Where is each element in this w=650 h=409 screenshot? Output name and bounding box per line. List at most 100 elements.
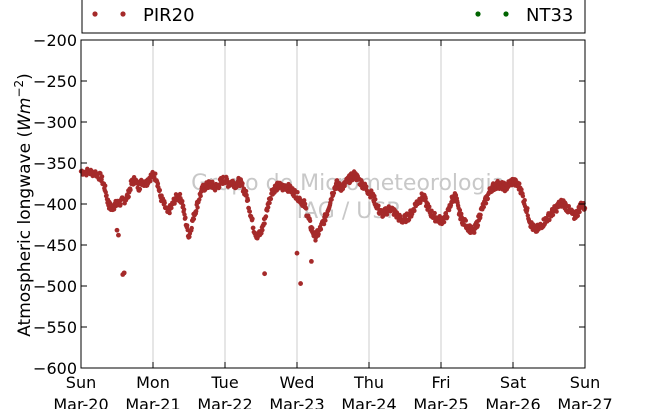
legend-marker-nt33-b	[503, 11, 509, 17]
data-point-pir20	[247, 209, 252, 214]
data-point-pir20	[177, 191, 183, 197]
data-point-pir20	[183, 215, 188, 220]
data-point-pir20	[157, 188, 162, 193]
data-point-pir20-outlier	[298, 281, 303, 286]
data-point-pir20	[550, 212, 556, 218]
data-point-pir20	[372, 193, 377, 199]
data-point-pir20	[547, 217, 552, 223]
data-point-pir20	[302, 198, 307, 203]
data-point-pir20	[103, 183, 108, 188]
legend: PIR20 NT33	[81, 0, 586, 34]
legend-marker-nt33-a	[475, 11, 481, 17]
x-tick-label-date: Mar-22	[197, 395, 252, 409]
data-point-pir20	[180, 199, 185, 204]
data-point-pir20	[104, 193, 109, 198]
y-tick-label: −600	[33, 359, 77, 378]
data-point-pir20-outlier	[121, 270, 127, 276]
legend-frame	[81, 0, 586, 34]
data-point-pir20	[103, 189, 108, 195]
data-point-pir20	[364, 184, 369, 189]
data-point-pir20	[194, 209, 199, 214]
data-point-pir20	[243, 188, 249, 194]
data-point-pir20	[373, 197, 378, 202]
x-tick-label-date: Mar-25	[413, 395, 468, 409]
legend-marker-pir20-b	[120, 11, 126, 17]
data-point-pir20	[268, 196, 274, 202]
data-point-pir20	[118, 202, 123, 207]
data-point-pir20	[221, 174, 226, 180]
x-tick-label-day: Sun	[66, 373, 96, 392]
data-point-pir20	[323, 218, 328, 223]
data-point-pir20	[250, 216, 255, 221]
data-point-pir20	[410, 211, 415, 217]
data-point-pir20	[463, 218, 468, 223]
x-axis: Sun Mar-20 Mon Mar-21 Tue Mar-22 Wed Mar-23 Thu M…	[53, 40, 613, 409]
data-point-pir20	[525, 206, 530, 211]
data-point-pir20	[459, 211, 464, 216]
y-tick-label: −550	[33, 318, 77, 337]
data-point-pir20	[148, 179, 153, 184]
data-point-pir20	[245, 198, 251, 203]
data-point-pir20	[475, 223, 481, 228]
data-point-pir20	[333, 186, 338, 192]
data-point-pir20	[412, 208, 417, 213]
data-point-pir20	[198, 193, 203, 199]
data-point-pir20	[445, 214, 450, 220]
data-point-pir20	[446, 207, 452, 213]
data-point-pir20	[244, 192, 249, 198]
data-point-pir20	[575, 213, 580, 218]
y-tick-label: −300	[33, 113, 77, 132]
legend-label-nt33: NT33	[526, 5, 573, 26]
y-tick-label: −450	[33, 236, 77, 255]
data-point-pir20-outlier	[309, 259, 314, 264]
data-point-pir20	[262, 221, 267, 226]
y-unit-base: Wm	[15, 98, 35, 131]
data-point-pir20	[316, 231, 321, 237]
data-point-pir20	[517, 181, 522, 186]
x-tick-label-day: Tue	[210, 373, 238, 392]
data-point-pir20	[554, 209, 559, 214]
legend-label-pir20: PIR20	[143, 5, 195, 26]
data-point-pir20	[457, 208, 463, 213]
data-point-pir20	[321, 221, 327, 227]
data-point-pir20	[189, 225, 194, 231]
data-point-pir20	[251, 225, 256, 230]
data-point-pir20	[155, 181, 161, 186]
data-point-pir20	[432, 210, 437, 216]
data-point-pir20	[99, 174, 105, 179]
y-axis: −200 −250 −300 −350 −400 −450 −500 −550 −600	[33, 31, 585, 378]
data-point-pir20	[263, 214, 269, 219]
y-axis-label: Atmospheric longwave (Wm−2)	[12, 73, 35, 337]
x-tick-label-day: Sun	[570, 373, 600, 392]
x-tick-label-day: Mon	[136, 373, 170, 392]
data-point-pir20-outlier	[116, 232, 121, 238]
data-point-pir20	[210, 179, 215, 184]
data-point-pir20	[376, 203, 381, 208]
data-point-pir20	[169, 205, 174, 211]
x-tick-label-date: Mar-20	[53, 395, 108, 409]
data-point-pir20-outlier	[262, 271, 267, 277]
data-point-pir20	[295, 190, 300, 195]
y-tick-label: −500	[33, 277, 77, 296]
y-axis-label-text: Atmospheric longwave (Wm−2)	[12, 73, 35, 337]
data-point-pir20	[310, 226, 315, 231]
grid	[152, 40, 514, 368]
data-point-pir20	[331, 190, 337, 196]
x-tick-label-day: Thu	[353, 373, 384, 392]
data-point-pir20	[181, 207, 187, 212]
data-point-pir20	[577, 209, 582, 215]
y-tick-label: −350	[33, 154, 77, 173]
data-point-pir20	[318, 227, 324, 232]
y-tick-label: −250	[33, 72, 77, 91]
data-point-pir20	[260, 227, 265, 233]
data-point-pir20	[303, 206, 309, 211]
data-point-pir20	[185, 223, 190, 228]
y-unit-exp: −2	[12, 80, 26, 98]
data-point-pir20	[423, 196, 428, 201]
data-points	[78, 166, 588, 286]
data-point-pir20	[195, 205, 200, 210]
legend-marker-pir20-a	[92, 11, 98, 17]
data-point-pir20	[162, 200, 167, 206]
x-tick-label-day: Sat	[500, 373, 526, 392]
